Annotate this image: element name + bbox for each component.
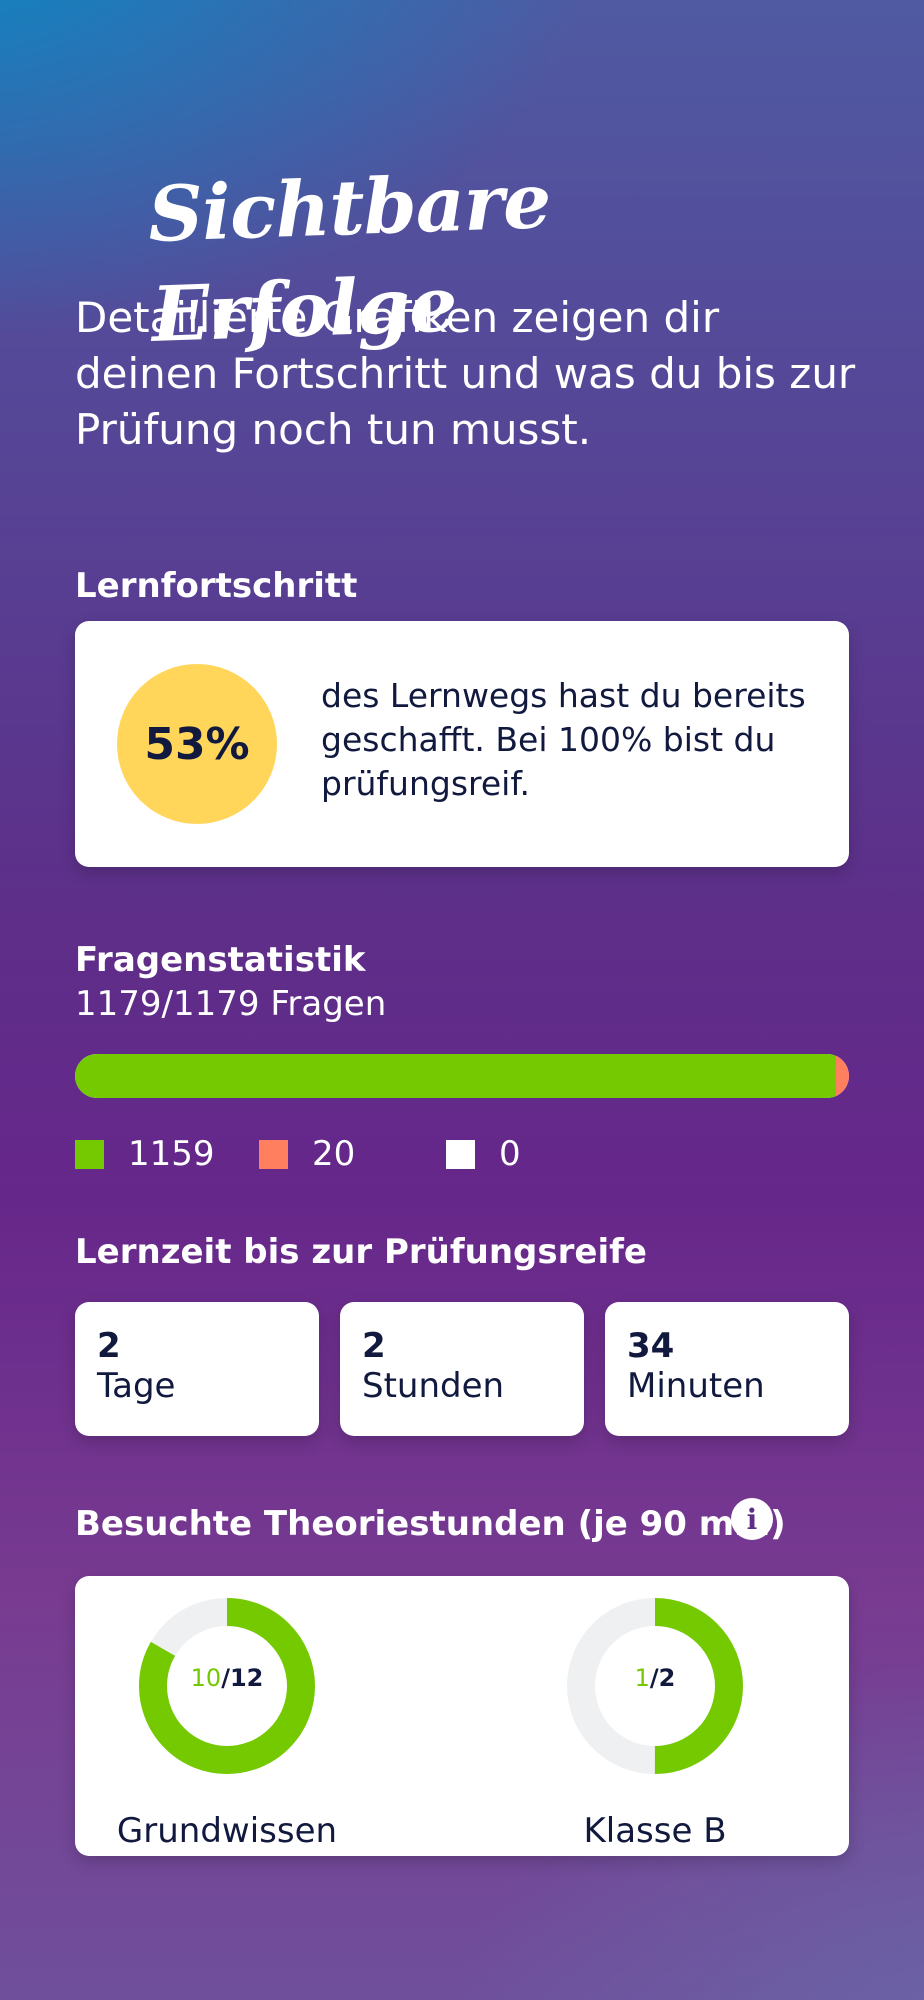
legend-swatch-wrong (259, 1139, 288, 1169)
bar-segment-correct (75, 1054, 836, 1098)
info-icon[interactable]: i (731, 1498, 773, 1540)
time-days-unit: Tage (97, 1366, 176, 1406)
time-hours-value: 2 (362, 1326, 386, 1366)
legend-value-correct: 1159 (128, 1134, 215, 1174)
donut-label-klasse-b: Klasse B (583, 1811, 727, 1851)
donut-label-grundwissen: Grundwissen (116, 1811, 338, 1851)
donut-total: /12 (221, 1664, 264, 1692)
question-stats-title: Fragenstatistik (75, 940, 366, 980)
theory-item-klasse-b: 1/2 Klasse B (535, 1596, 775, 1851)
legend-item-correct: 1159 (75, 1134, 215, 1174)
legend-swatch-correct (75, 1139, 104, 1169)
hero-description: Detaillierte Grafiken zeigen dir deinen … (75, 293, 856, 454)
donut-count-grundwissen: 10/12 (107, 1664, 347, 1692)
learning-progress-title: Lernfortschritt (75, 566, 358, 606)
theory-lessons-title: Besuchte Theoriestunden (je 90 min) (75, 1504, 786, 1544)
legend-value-open: 0 (499, 1134, 521, 1174)
donut-chart-klasse-b (567, 1598, 743, 1774)
theory-item-grundwissen: 10/12 Grundwissen (107, 1596, 347, 1851)
legend-item-open: 0 (446, 1134, 521, 1174)
donut-count-klasse-b: 1/2 (535, 1664, 775, 1692)
progress-percent-circle: 53% (117, 664, 277, 824)
legend-value-wrong: 20 (312, 1134, 356, 1174)
progress-description: des Lernwegs hast du bereits geschafft. … (321, 676, 806, 803)
donut-done: 1 (634, 1664, 650, 1692)
donut-done: 10 (190, 1664, 222, 1692)
time-minutes-value: 34 (627, 1326, 675, 1366)
time-card-minutes: 34 Minuten (605, 1302, 849, 1436)
legend-swatch-open (446, 1139, 475, 1169)
bar-segment-wrong (835, 1054, 849, 1098)
theory-lessons-card: 10/12 Grundwissen 1/2 Klasse B (75, 1576, 849, 1856)
legend-item-wrong: 20 (259, 1134, 355, 1174)
learning-progress-card: 53% des Lernwegs hast du bereits geschaf… (75, 621, 849, 867)
question-stats-subtitle: 1179/1179 Fragen (75, 984, 387, 1024)
study-time-title: Lernzeit bis zur Prüfungsreife (75, 1232, 647, 1272)
time-minutes-unit: Minuten (627, 1366, 765, 1406)
donut-progress (139, 1598, 315, 1774)
time-card-days: 2 Tage (75, 1302, 319, 1436)
donut-total: /2 (649, 1664, 676, 1692)
question-stats-bar (75, 1054, 849, 1098)
donut-chart-grundwissen (139, 1598, 315, 1774)
time-card-hours: 2 Stunden (340, 1302, 584, 1436)
donut-progress (567, 1598, 743, 1774)
time-days-value: 2 (97, 1326, 121, 1366)
time-hours-unit: Stunden (362, 1366, 505, 1406)
